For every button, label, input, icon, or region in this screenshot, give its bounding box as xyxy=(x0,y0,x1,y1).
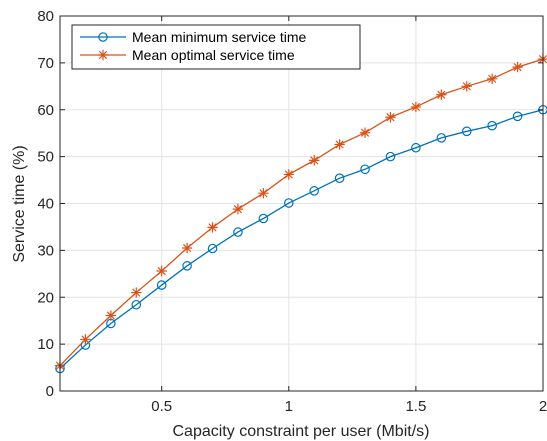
data-point xyxy=(309,155,320,166)
data-point xyxy=(181,242,193,254)
data-point xyxy=(334,173,345,183)
data-point xyxy=(334,139,345,150)
legend-label-optimal: Mean optimal service time xyxy=(132,47,295,63)
data-point xyxy=(487,120,497,131)
data-point xyxy=(411,142,421,153)
y-tick-label: 80 xyxy=(37,8,54,25)
data-point xyxy=(512,111,523,122)
series-1 xyxy=(55,104,547,374)
data-point xyxy=(359,127,371,138)
data-point xyxy=(385,112,396,123)
series-layer xyxy=(54,53,547,374)
data-point xyxy=(436,133,447,143)
y-tick-label: 10 xyxy=(37,336,54,353)
data-point xyxy=(131,299,142,310)
data-point xyxy=(156,265,167,277)
y-tick-label: 60 xyxy=(37,102,54,119)
data-point xyxy=(385,151,396,162)
data-point xyxy=(283,169,294,180)
data-point xyxy=(232,203,244,215)
x-tick-label: 1.5 xyxy=(405,398,426,415)
x-tick-label: 1 xyxy=(285,398,293,415)
data-point xyxy=(207,243,218,254)
data-point xyxy=(461,126,472,137)
legend-box xyxy=(71,24,361,70)
data-point xyxy=(436,89,447,100)
data-point xyxy=(258,187,269,199)
data-point xyxy=(207,222,218,233)
legend: Mean minimum service time Mean optimal s… xyxy=(71,24,361,70)
data-point xyxy=(309,186,320,196)
y-tick-label: 40 xyxy=(37,196,54,213)
data-point xyxy=(360,164,370,175)
data-point xyxy=(182,261,192,271)
legend-marker xyxy=(97,49,109,61)
data-point xyxy=(233,227,243,237)
data-point xyxy=(80,334,91,345)
data-point xyxy=(156,280,167,290)
data-point xyxy=(283,198,294,208)
legend-label-minimum: Mean minimum service time xyxy=(132,29,306,45)
x-axis-label: Capacity constraint per user (Mbit/s) xyxy=(173,423,430,440)
data-point xyxy=(410,101,422,113)
y-tick-label: 50 xyxy=(37,149,54,166)
data-point xyxy=(258,213,269,224)
series-line xyxy=(59,58,544,367)
data-point xyxy=(105,310,117,321)
y-tick-label: 20 xyxy=(37,289,54,306)
data-point xyxy=(131,287,142,298)
x-tick-label: 0.5 xyxy=(151,398,172,415)
data-point xyxy=(512,61,523,73)
y-axis-label: Service time (%) xyxy=(11,145,28,262)
legend-marker xyxy=(98,32,108,42)
y-tick-label: 0 xyxy=(46,383,54,400)
y-tick-label: 70 xyxy=(37,55,54,72)
x-tick-label: 2 xyxy=(539,398,547,415)
data-point xyxy=(461,81,472,92)
legend-entries xyxy=(80,32,126,61)
y-tick-label: 30 xyxy=(37,242,54,259)
data-point xyxy=(486,73,498,85)
